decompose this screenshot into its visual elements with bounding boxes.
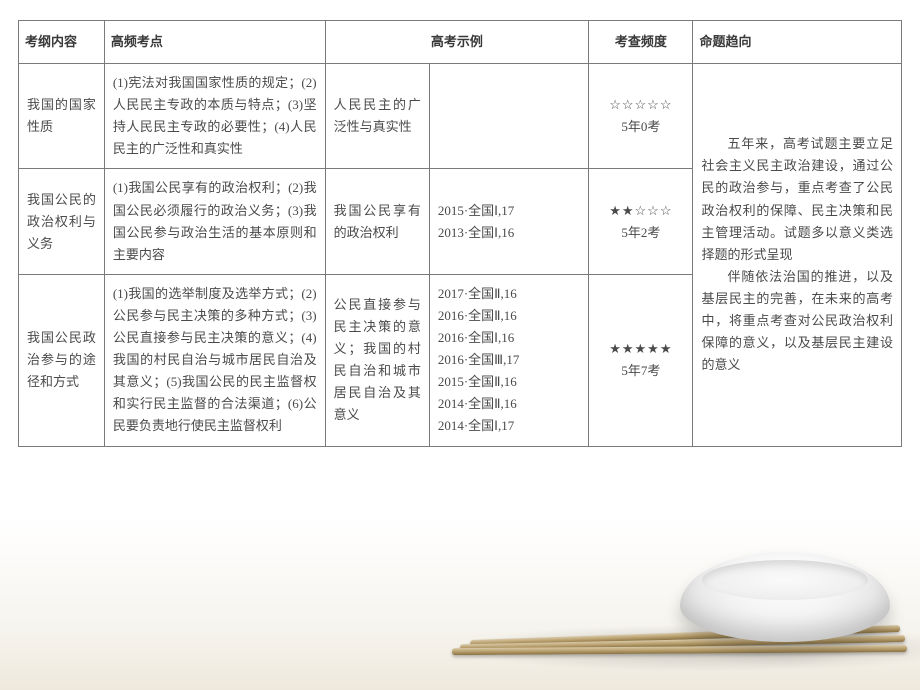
frequency-text: 5年0考 [597, 116, 684, 138]
header-trend: 命题趋向 [693, 21, 902, 64]
header-example: 高考示例 [325, 21, 589, 64]
header-outline: 考纲内容 [19, 21, 105, 64]
star-rating: ★★☆☆☆ [597, 200, 684, 222]
bowl-icon [680, 552, 890, 642]
cell-example-topic: 我国公民享有的政治权利 [325, 169, 429, 274]
decorative-background [500, 520, 920, 690]
cell-highfreq: (1)宪法对我国国家性质的规定；(2)人民民主专政的本质与特点；(3)坚持人民民… [104, 64, 325, 169]
cell-frequency: ☆☆☆☆☆5年0考 [589, 64, 693, 169]
cell-example-topic: 公民直接参与民主决策的意义；我国的村民自治和城市居民自治及其意义 [325, 274, 429, 446]
star-rating: ★★★★★ [597, 338, 684, 360]
trend-paragraph: 五年来，高考试题主要立足社会主义民主政治建设，通过公民的政治参与，重点考查了公民… [701, 133, 893, 266]
cell-highfreq: (1)我国公民享有的政治权利；(2)我国公民必须履行的政治义务；(3)我国公民参… [104, 169, 325, 274]
cell-outline: 我国公民的政治权利与义务 [19, 169, 105, 274]
cell-example-years: 2017·全国Ⅱ,162016·全国Ⅱ,162016·全国Ⅰ,162016·全国… [429, 274, 588, 446]
cell-frequency: ★★☆☆☆5年2考 [589, 169, 693, 274]
cell-example-topic: 人民民主的广泛性与真实性 [325, 64, 429, 169]
table-body: 我国的国家性质(1)宪法对我国国家性质的规定；(2)人民民主专政的本质与特点；(… [19, 64, 902, 446]
trend-paragraph: 伴随依法治国的推进，以及基层民主的完善，在未来的高考中，将重点考查对公民政治权利… [701, 266, 893, 376]
header-highfreq: 高频考点 [104, 21, 325, 64]
star-rating: ☆☆☆☆☆ [597, 94, 684, 116]
table-row: 我国的国家性质(1)宪法对我国国家性质的规定；(2)人民民主专政的本质与特点；(… [19, 64, 902, 169]
cell-example-years: 2015·全国Ⅰ,172013·全国Ⅰ,16 [429, 169, 588, 274]
cell-example-years [429, 64, 588, 169]
cell-outline: 我国公民政治参与的途径和方式 [19, 274, 105, 446]
bamboo-mat [460, 632, 920, 652]
table-header: 考纲内容 高频考点 高考示例 考查频度 命题趋向 [19, 21, 902, 64]
cell-highfreq: (1)我国的选举制度及选举方式；(2)公民参与民主决策的多种方式；(3)公民直接… [104, 274, 325, 446]
cell-frequency: ★★★★★5年7考 [589, 274, 693, 446]
cell-outline: 我国的国家性质 [19, 64, 105, 169]
header-frequency: 考查频度 [589, 21, 693, 64]
frequency-text: 5年2考 [597, 222, 684, 244]
cell-trend: 五年来，高考试题主要立足社会主义民主政治建设，通过公民的政治参与，重点考查了公民… [693, 64, 902, 446]
exam-table: 考纲内容 高频考点 高考示例 考查频度 命题趋向 我国的国家性质(1)宪法对我国… [18, 20, 902, 447]
mat-shadow [450, 624, 920, 672]
frequency-text: 5年7考 [597, 360, 684, 382]
table-container: 考纲内容 高频考点 高考示例 考查频度 命题趋向 我国的国家性质(1)宪法对我国… [0, 0, 920, 447]
